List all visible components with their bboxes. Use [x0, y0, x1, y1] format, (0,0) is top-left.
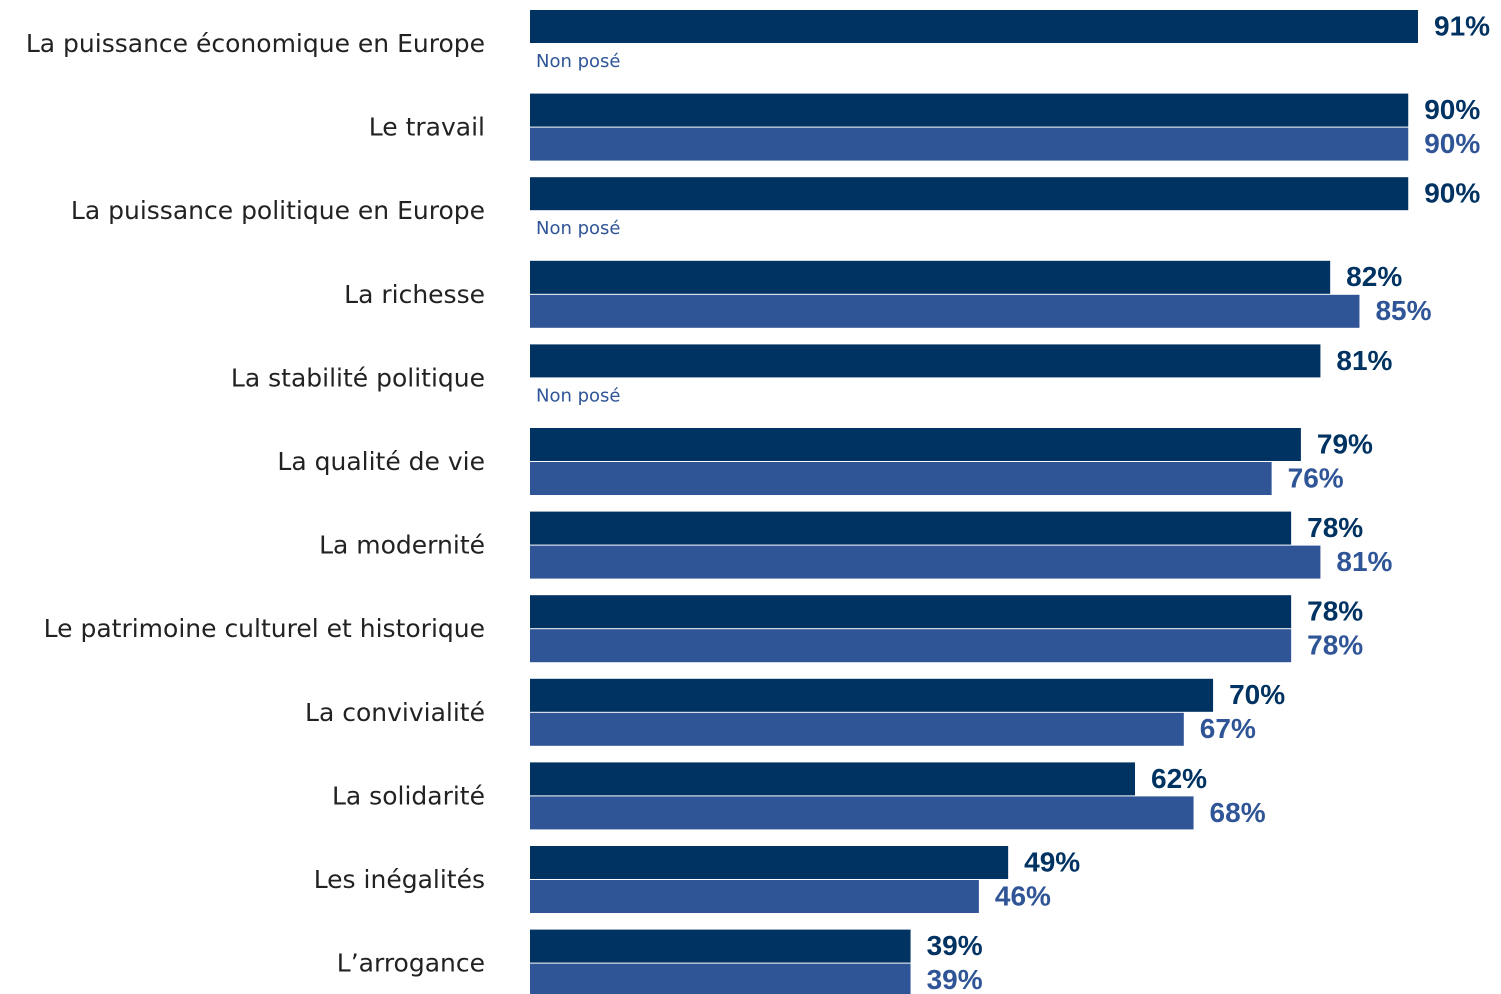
- value-label: 85%: [1375, 295, 1431, 326]
- value-label: 81%: [1336, 345, 1392, 376]
- value-label: 46%: [995, 880, 1051, 911]
- bar: [530, 712, 1184, 746]
- bar: [530, 260, 1331, 294]
- bar: [530, 545, 1321, 579]
- bar: [530, 177, 1409, 211]
- category-label: La puissance économique en Europe: [26, 29, 485, 58]
- value-label: 39%: [927, 930, 983, 961]
- bar: [530, 511, 1292, 545]
- category-label: La qualité de vie: [277, 447, 485, 476]
- value-label: 78%: [1307, 512, 1363, 543]
- value-label: 78%: [1307, 596, 1363, 627]
- category-label: Le travail: [369, 113, 485, 142]
- bar: [530, 127, 1409, 161]
- bar: [530, 762, 1136, 796]
- value-label: 81%: [1336, 546, 1392, 577]
- bar: [530, 963, 911, 994]
- bar: [530, 10, 1418, 43]
- missing-label: Non posé: [536, 51, 621, 72]
- bar: [530, 428, 1301, 461]
- value-label: 90%: [1424, 178, 1480, 209]
- bar: [530, 929, 911, 963]
- value-label: 90%: [1424, 94, 1480, 125]
- category-label: L’arrogance: [337, 949, 485, 978]
- bar: [530, 880, 979, 913]
- category-label: La richesse: [344, 280, 485, 309]
- value-label: 49%: [1024, 846, 1080, 877]
- bar: [530, 344, 1321, 378]
- bar: [530, 846, 1009, 879]
- bar: [530, 796, 1194, 830]
- missing-label: Non posé: [536, 385, 621, 406]
- bar: [530, 595, 1292, 629]
- value-label: 78%: [1307, 630, 1363, 661]
- missing-label: Non posé: [536, 218, 621, 239]
- value-label: 79%: [1317, 428, 1373, 459]
- value-label: 70%: [1229, 679, 1285, 710]
- category-label: La convivialité: [305, 698, 485, 727]
- value-label: 39%: [927, 964, 983, 994]
- category-label: La modernité: [319, 531, 485, 560]
- category-label: La stabilité politique: [231, 363, 485, 392]
- bar: [530, 294, 1360, 328]
- value-label: 67%: [1200, 713, 1256, 744]
- category-label: La puissance politique en Europe: [71, 196, 485, 225]
- value-label: 76%: [1288, 462, 1344, 493]
- value-label: 90%: [1424, 128, 1480, 159]
- bar: [530, 93, 1409, 127]
- value-label: 62%: [1151, 763, 1207, 794]
- bar: [530, 678, 1214, 712]
- category-label: La solidarité: [332, 781, 485, 810]
- value-label: 91%: [1434, 10, 1490, 41]
- category-label: Les inégalités: [314, 865, 485, 894]
- bar: [530, 629, 1292, 663]
- category-label: Le patrimoine culturel et historique: [44, 614, 485, 643]
- value-label: 68%: [1210, 797, 1266, 828]
- bar: [530, 462, 1272, 495]
- value-label: 82%: [1346, 261, 1402, 292]
